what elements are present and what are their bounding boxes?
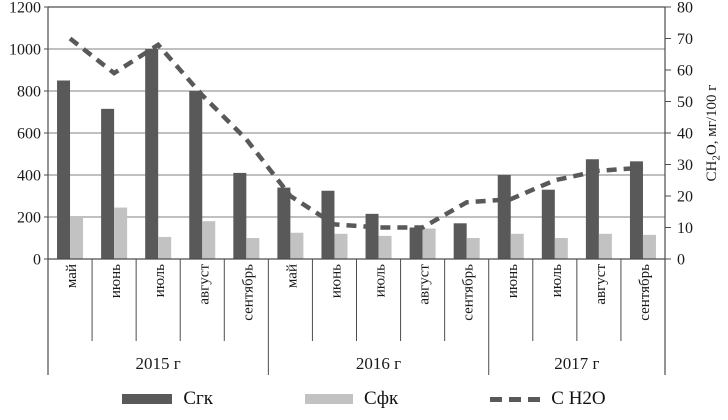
month-label: июль bbox=[373, 264, 389, 297]
month-label: июль bbox=[549, 264, 565, 297]
left-axis-tick-label: 400 bbox=[17, 168, 41, 185]
sgk-bar-swatch-icon bbox=[122, 394, 173, 404]
bar-sgk bbox=[453, 223, 467, 259]
left-axis-tick-label: 200 bbox=[17, 210, 41, 227]
legend-label-sfk: Сфк bbox=[364, 388, 399, 409]
sfk-bar-swatch-icon bbox=[305, 394, 354, 404]
right-axis-tick-label: 30 bbox=[677, 157, 693, 174]
bar-sgk bbox=[629, 161, 643, 259]
year-label: 2016 г bbox=[356, 354, 401, 373]
month-label: сентябрь bbox=[461, 264, 477, 321]
right-axis-tick-label: 20 bbox=[677, 189, 693, 206]
bar-sfk bbox=[378, 235, 392, 259]
right-axis-tick-label: 80 bbox=[677, 0, 693, 17]
bar-sfk bbox=[334, 233, 348, 259]
ch2o-dashed-line-swatch-icon bbox=[490, 396, 541, 402]
bar-sgk bbox=[57, 80, 71, 259]
bar-sfk bbox=[554, 238, 568, 259]
left-axis-tick-label: 600 bbox=[17, 126, 41, 143]
bar-sfk bbox=[114, 207, 128, 259]
bar-sfk bbox=[598, 233, 612, 259]
month-label: июнь bbox=[328, 264, 344, 298]
month-label: май bbox=[64, 264, 80, 288]
bar-sfk bbox=[422, 228, 436, 259]
month-label: июнь bbox=[108, 264, 124, 298]
year-label: 2015 г bbox=[136, 354, 181, 373]
legend: Сгк Сфк С Н2О bbox=[0, 388, 728, 410]
legend-item-sgk: Сгк bbox=[122, 388, 213, 410]
month-label: май bbox=[284, 264, 300, 288]
right-axis-tick-label: 50 bbox=[677, 94, 693, 111]
bar-sfk bbox=[290, 232, 304, 259]
month-label: август bbox=[196, 264, 212, 305]
bar-sfk bbox=[642, 234, 656, 259]
bar-sgk bbox=[145, 49, 159, 259]
right-axis-tick-label: 70 bbox=[677, 31, 693, 48]
bar-sgk bbox=[497, 175, 511, 259]
bar-sgk bbox=[277, 187, 291, 259]
bar-sfk bbox=[466, 238, 480, 259]
month-label: сентябрь bbox=[637, 264, 653, 321]
month-label: сентябрь bbox=[240, 264, 256, 321]
legend-label-sgk: Сгк bbox=[183, 388, 214, 409]
bar-sgk bbox=[321, 190, 335, 259]
bar-sgk bbox=[233, 172, 247, 259]
month-label: август bbox=[417, 264, 433, 305]
bar-sgk bbox=[585, 159, 599, 259]
bar-sgk bbox=[189, 91, 203, 259]
month-label: июль bbox=[152, 264, 168, 297]
bar-sfk bbox=[246, 238, 260, 259]
bar-sfk bbox=[158, 236, 172, 259]
month-label: август bbox=[593, 264, 609, 305]
legend-label-ch2o: С Н2О bbox=[551, 388, 606, 409]
left-axis-tick-label: 0 bbox=[33, 252, 41, 269]
left-axis-tick-label: 1000 bbox=[9, 42, 41, 59]
right-axis-tick-label: 40 bbox=[677, 126, 693, 143]
bar-sfk bbox=[510, 233, 524, 259]
right-axis-tick-label: 10 bbox=[677, 220, 693, 237]
bar-sgk bbox=[541, 189, 555, 259]
bar-sgk bbox=[409, 227, 423, 259]
bar-sgk bbox=[101, 108, 115, 259]
bar-sfk bbox=[70, 217, 84, 259]
left-axis-tick-label: 800 bbox=[17, 84, 41, 101]
right-axis-tick-label: 60 bbox=[677, 63, 693, 80]
right-axis-title: СН2О, мг/100 г bbox=[704, 85, 723, 182]
left-axis-tick-label: 1200 bbox=[9, 0, 41, 17]
year-label: 2017 г bbox=[554, 354, 599, 373]
bar-sfk bbox=[202, 221, 216, 259]
bar-sgk bbox=[365, 213, 379, 259]
legend-item-sfk: Сфк bbox=[305, 388, 398, 410]
trend-line-ch2o bbox=[68, 36, 644, 230]
month-label: июнь bbox=[505, 264, 521, 298]
legend-item-ch2o: С Н2О bbox=[490, 388, 606, 410]
right-axis-tick-label: 0 bbox=[677, 252, 685, 269]
